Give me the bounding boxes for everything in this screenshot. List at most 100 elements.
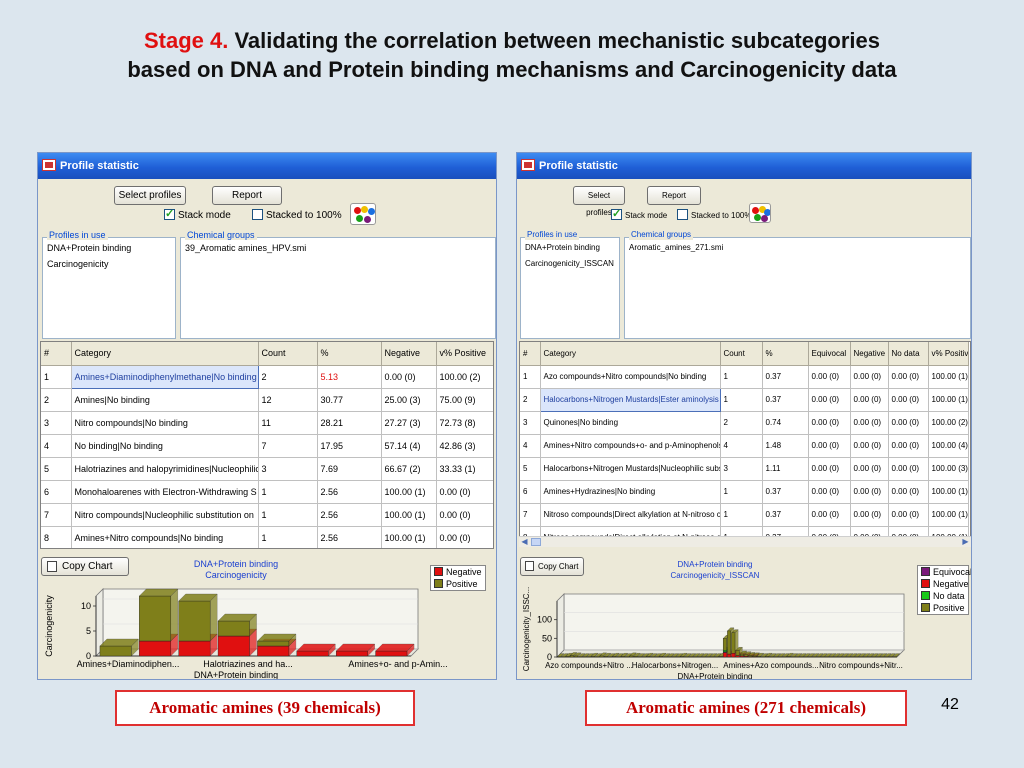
table-cell[interactable]: 0.00 (0)	[888, 411, 929, 435]
table-row[interactable]: 5 Halotriazines and halopyrimidines|Nucle…	[41, 457, 493, 481]
stack-mode-checkbox[interactable]: Stack mode	[164, 208, 231, 222]
table-cell[interactable]: 100.00 (4)	[928, 434, 969, 458]
table-cell[interactable]: Amines+Diaminodiphenylmethane|No binding	[70, 364, 259, 389]
table-cell[interactable]: 0.00 (0)	[850, 480, 889, 504]
table-cell[interactable]: 1	[720, 503, 763, 527]
table-row[interactable]: 3 Nitro compounds|No binding 11 28.21 27.27 …	[41, 411, 493, 435]
table-cell[interactable]: 0.00 (0)	[808, 411, 851, 435]
table-cell[interactable]: 72.73 (8)	[436, 411, 493, 435]
table-row[interactable]: 8 Amines+Nitro compounds|No binding 1 2.56 1…	[41, 526, 493, 548]
table-cell[interactable]: 5	[520, 457, 541, 481]
table-cell[interactable]: 0.00 (0)	[808, 526, 851, 536]
table-cell[interactable]: 100.00 (1)	[381, 480, 437, 504]
table-cell[interactable]: 5.13	[317, 365, 382, 389]
table-cell[interactable]: 66.67 (2)	[381, 457, 437, 481]
table-cell[interactable]: 1	[720, 526, 763, 536]
table-cell[interactable]: Amines+Nitro compounds|No binding	[71, 526, 259, 548]
table-cell[interactable]: Quinones|No binding	[540, 411, 721, 435]
table-row[interactable]: 6 Monohaloarenes with Electron-Withdrawin…	[41, 480, 493, 504]
table-cell[interactable]: 1.48	[762, 434, 809, 458]
table-cell[interactable]: 0.00 (0)	[808, 503, 851, 527]
table-cell[interactable]: Azo compounds+Nitro compounds|No binding	[540, 365, 721, 389]
scrollbar-thumb[interactable]	[531, 538, 541, 546]
table-row[interactable]: 3 Quinones|No binding 2 0.74 0.00 (0) 0.00 (0…	[520, 411, 969, 435]
column-header[interactable]: #	[520, 342, 541, 366]
table-cell[interactable]: 1	[520, 365, 541, 389]
table-cell[interactable]: Monohaloarenes with Electron-Withdrawing…	[71, 480, 259, 504]
table-cell[interactable]: 0.00 (0)	[808, 457, 851, 481]
table-row[interactable]: 1 Azo compounds+Nitro compounds|No bindin…	[520, 365, 969, 389]
stacked-100-checkbox[interactable]: Stacked to 100%	[677, 209, 751, 222]
table-cell[interactable]: 1	[258, 480, 318, 504]
table-cell[interactable]: 100.00 (1)	[381, 526, 437, 548]
table-row[interactable]: 7 Nitro compounds|Nucleophilic substituti…	[41, 503, 493, 527]
table-cell[interactable]: 8	[41, 526, 72, 548]
table-cell[interactable]: 1	[258, 503, 318, 527]
table-cell[interactable]: 0.37	[762, 365, 809, 389]
table-cell[interactable]: 2	[258, 365, 318, 389]
table-cell[interactable]: 100.00 (3)	[928, 457, 969, 481]
table-cell[interactable]: 0.00 (0)	[808, 434, 851, 458]
table-cell[interactable]: 0.00 (0)	[850, 526, 889, 536]
report-button[interactable]: Report	[212, 186, 282, 205]
table-cell[interactable]: 7.69	[317, 457, 382, 481]
table-row[interactable]: 5 Halocarbons+Nitrogen Mustards|Nucleophi…	[520, 457, 969, 481]
chemical-group-item[interactable]: Aromatic_amines_271.smi	[629, 243, 724, 252]
scroll-right-icon[interactable]: ▶	[962, 537, 969, 546]
column-header[interactable]: Category	[71, 342, 259, 366]
table-cell[interactable]: Halocarbons+Nitrogen Mustards|Ester amin…	[539, 387, 721, 412]
table-cell[interactable]: 3	[258, 457, 318, 481]
table-cell[interactable]: 0.00 (0)	[850, 411, 889, 435]
table-cell[interactable]: 2	[520, 388, 541, 412]
table-cell[interactable]: 1.11	[762, 457, 809, 481]
table-cell[interactable]: 100.00 (1)	[928, 365, 969, 389]
table-cell[interactable]: 1	[720, 365, 763, 389]
column-header[interactable]: Negative	[381, 342, 437, 366]
table-cell[interactable]: 2.56	[317, 480, 382, 504]
table-cell[interactable]: 2	[720, 411, 763, 435]
column-header[interactable]: Count	[258, 342, 318, 366]
table-cell[interactable]: 25.00 (3)	[381, 388, 437, 412]
table-cell[interactable]: 0.00 (0)	[850, 434, 889, 458]
column-header[interactable]: #	[41, 342, 72, 366]
table-cell[interactable]: 0.00 (0)	[436, 503, 493, 527]
column-header[interactable]: Negative	[850, 342, 889, 366]
column-header[interactable]: No data	[888, 342, 929, 366]
table-cell[interactable]: No binding|No binding	[71, 434, 259, 458]
table-cell[interactable]: 0.00 (0)	[808, 480, 851, 504]
profile-item[interactable]: Carcinogenicity_ISSCAN	[525, 259, 614, 268]
table-cell[interactable]: 42.86 (3)	[436, 434, 493, 458]
table-cell[interactable]: Amines|No binding	[71, 388, 259, 412]
select-profiles-button[interactable]: Select profiles	[114, 186, 186, 205]
stacked-100-checkbox[interactable]: Stacked to 100%	[252, 209, 342, 222]
table-cell[interactable]: 0.00 (0)	[808, 388, 851, 412]
table-cell[interactable]: 17.95	[317, 434, 382, 458]
select-profiles-button[interactable]: Select profiles	[573, 186, 625, 217]
copy-chart-button[interactable]: Copy Chart	[520, 557, 584, 576]
copy-chart-button[interactable]: Copy Chart	[41, 557, 129, 576]
window-titlebar[interactable]: Profile statistic	[38, 153, 496, 179]
scroll-left-icon[interactable]: ◀	[521, 537, 528, 546]
table-cell[interactable]: 0.00 (0)	[888, 480, 929, 504]
column-header[interactable]: %	[762, 342, 809, 366]
table-cell[interactable]: 100.00 (1)	[928, 526, 969, 536]
color-palette-icon[interactable]	[350, 203, 376, 225]
table-row[interactable]: 2 Amines|No binding 12 30.77 25.00 (3) 75.00 …	[41, 388, 493, 412]
checkbox-box[interactable]	[611, 208, 622, 220]
table-cell[interactable]: 0.00 (0)	[381, 365, 437, 389]
table-cell[interactable]: 2.56	[317, 526, 382, 548]
profile-item[interactable]: DNA+Protein binding	[525, 243, 600, 252]
table-cell[interactable]: 0.00 (0)	[850, 503, 889, 527]
table-row[interactable]: 2 Halocarbons+Nitrogen Mustards|Ester ami…	[520, 387, 969, 412]
table-cell[interactable]: 4	[41, 434, 72, 458]
table-cell[interactable]: 0.00 (0)	[888, 503, 929, 527]
table-row[interactable]: 6 Amines+Hydrazines|No binding 1 0.37 0.00 (…	[520, 480, 969, 504]
table-cell[interactable]: 27.27 (3)	[381, 411, 437, 435]
table-cell[interactable]: 2.56	[317, 503, 382, 527]
table-cell[interactable]: Nitro compounds|Nucleophilic substitutio…	[71, 503, 259, 527]
profile-item[interactable]: Carcinogenicity	[47, 259, 109, 269]
table-cell[interactable]: 100.00 (1)	[381, 503, 437, 527]
table-cell[interactable]: 100.00 (1)	[928, 388, 969, 412]
table-cell[interactable]: 30.77	[317, 388, 382, 412]
table-cell[interactable]: Amines+Hydrazines|No binding	[540, 480, 721, 504]
